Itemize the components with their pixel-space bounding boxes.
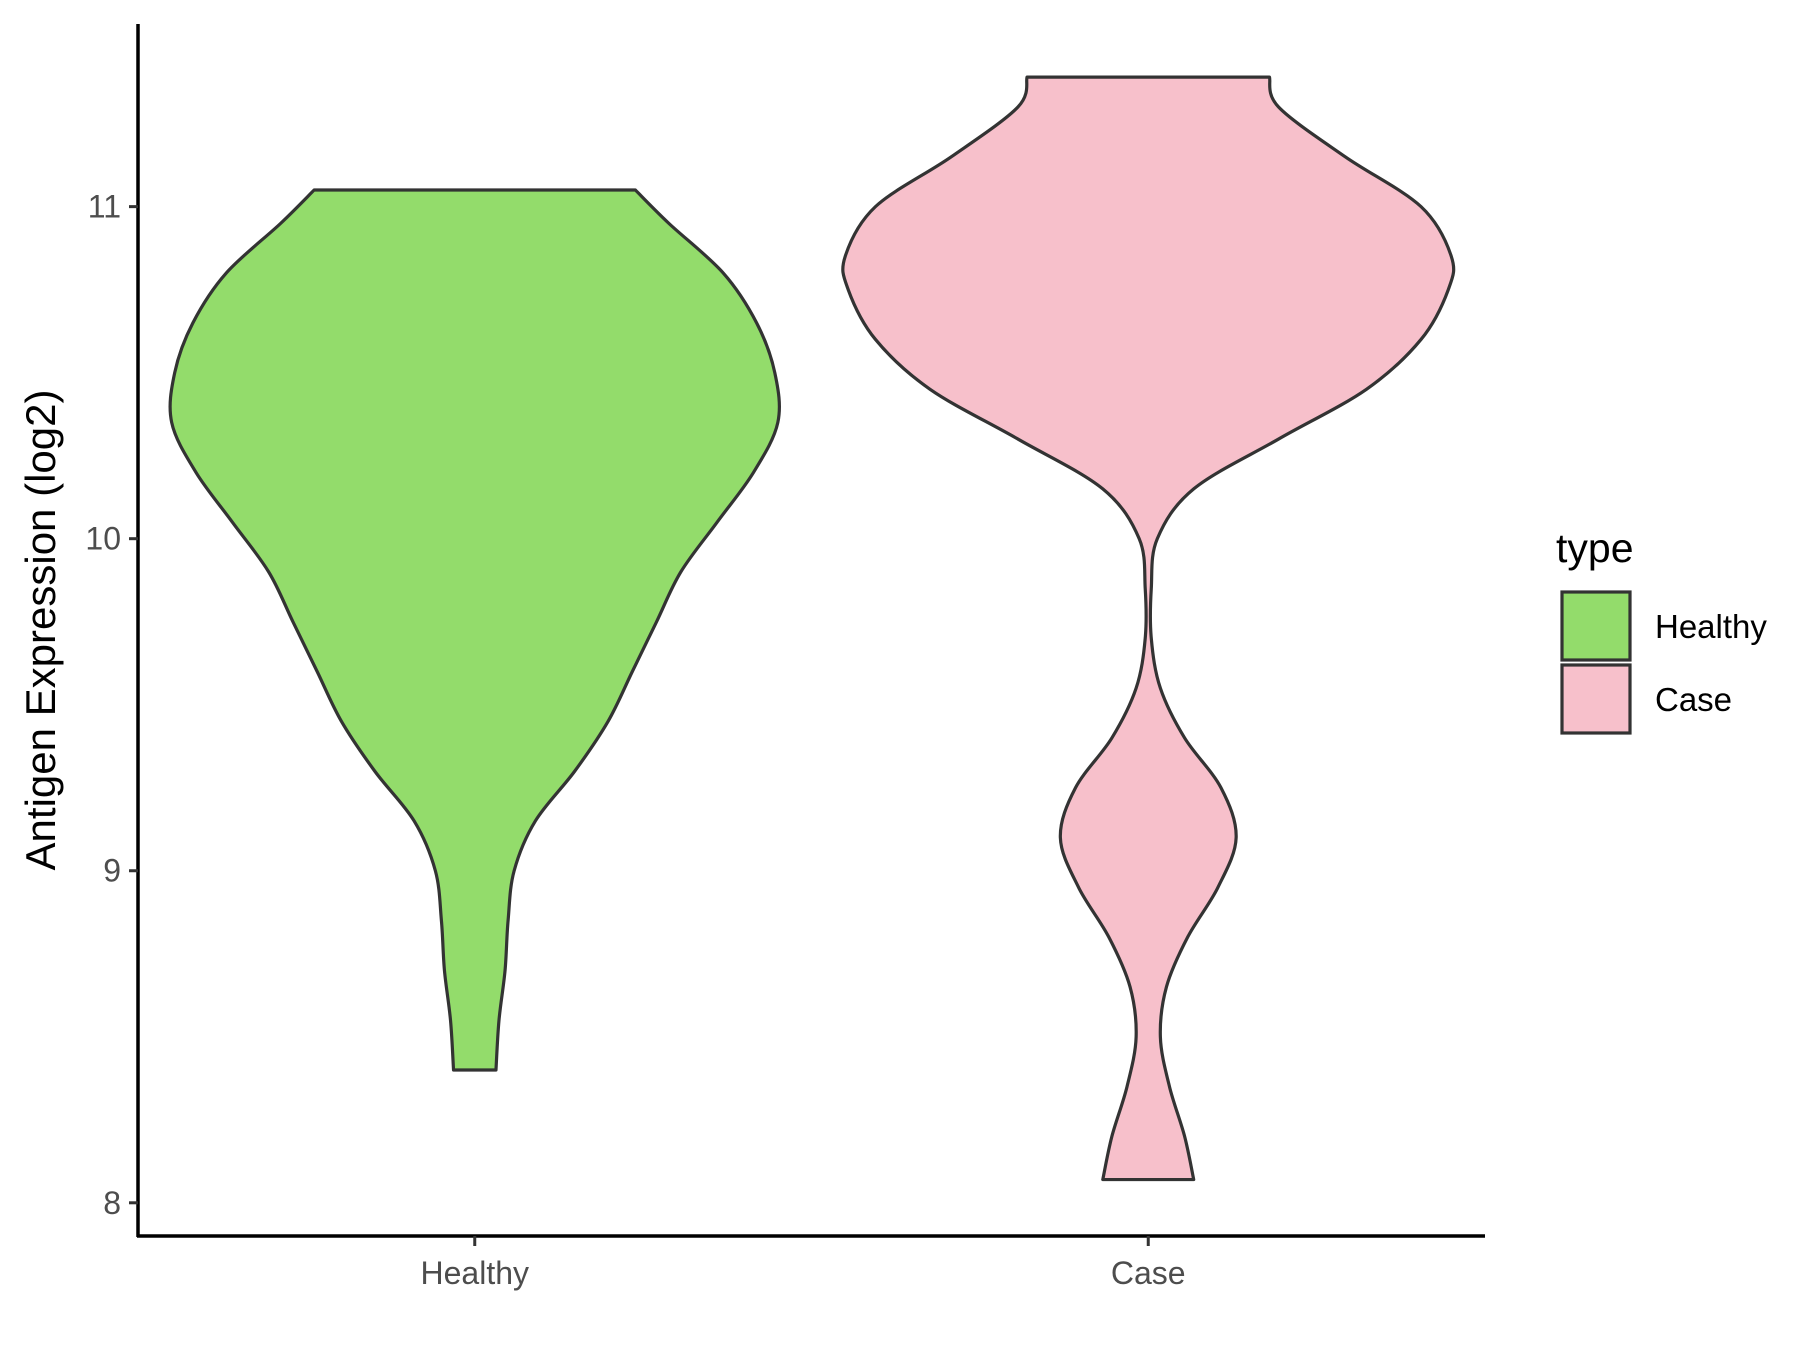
legend: type Healthy Case <box>1556 525 1767 735</box>
y-tick-label: 8 <box>103 1185 121 1221</box>
y-axis-ticks: 8 9 10 11 <box>85 189 138 1221</box>
violin-healthy <box>168 188 781 1072</box>
y-tick-label: 11 <box>88 189 121 225</box>
y-tick-label: 10 <box>85 521 121 557</box>
y-tick-label: 9 <box>103 853 121 889</box>
legend-label-healthy: Healthy <box>1655 608 1767 645</box>
legend-key-healthy <box>1560 590 1632 662</box>
y-axis-title: Antigen Expression (log2) <box>17 390 64 871</box>
legend-label-case: Case <box>1655 681 1732 718</box>
violin-case <box>841 75 1456 1182</box>
x-axis-ticks: Healthy Case <box>421 1236 1186 1291</box>
legend-title: type <box>1556 525 1634 571</box>
x-tick-label-healthy: Healthy <box>421 1255 530 1291</box>
x-tick-label-case: Case <box>1111 1255 1186 1291</box>
legend-items: Healthy Case <box>1560 590 1767 735</box>
violin-layer <box>168 75 1456 1182</box>
legend-key-case <box>1560 663 1632 735</box>
